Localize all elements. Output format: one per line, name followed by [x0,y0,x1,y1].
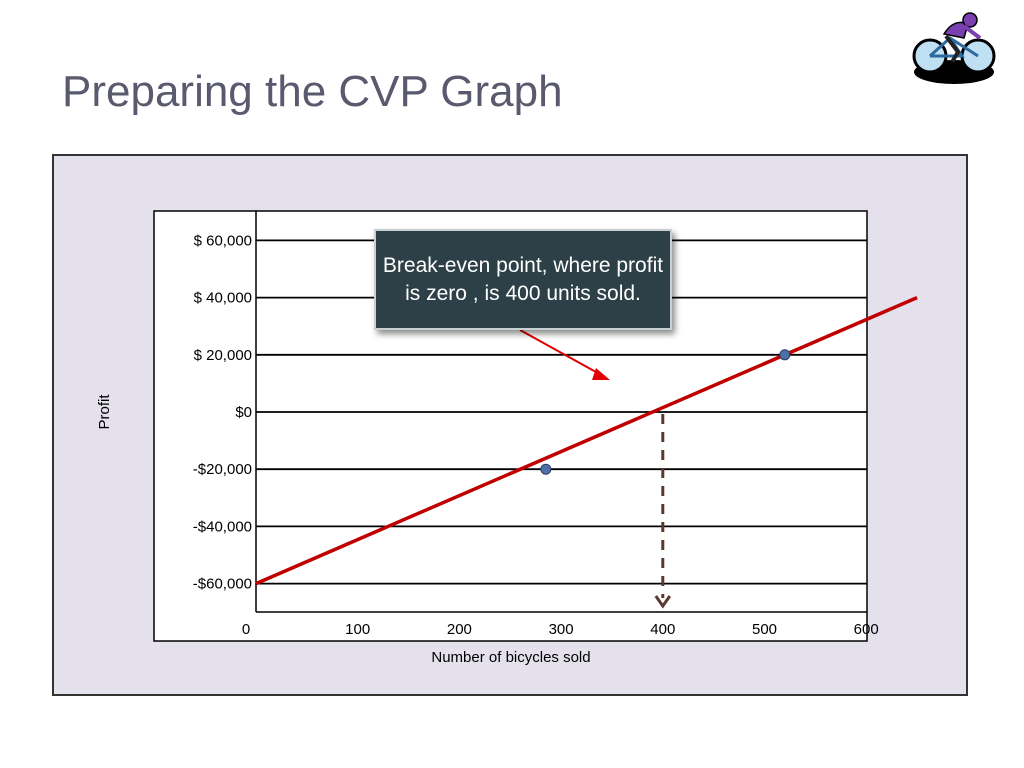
data-point-marker [540,463,552,475]
y-tick-label: -$40,000 [193,518,252,535]
y-axis-label: Profit [96,394,113,430]
y-tick-label: $ 20,000 [194,347,252,364]
x-tick-label: 600 [854,621,879,638]
callout-pointer-line [519,329,606,378]
break-even-arrowhead [654,595,672,609]
data-point-marker [779,349,791,361]
x-tick-label: 500 [752,621,777,638]
callout-pointer-arrowhead [592,368,610,380]
slide-title: Preparing the CVP Graph [62,67,563,116]
y-tick-label: $ 60,000 [194,232,252,249]
x-tick-label: 0 [242,621,250,638]
y-tick-label: -$60,000 [193,576,252,593]
cyclist-clipart-icon [912,12,996,84]
x-tick-label: 300 [549,621,574,638]
x-tick-label: 200 [447,621,472,638]
x-axis-label: Number of bicycles sold [431,649,590,666]
x-tick-label: 100 [345,621,370,638]
y-tick-label: $ 40,000 [194,290,252,307]
profit-line [255,295,918,586]
x-tick-label: 400 [650,621,675,638]
y-tick-label: $0 [235,404,252,421]
break-even-callout: Break-even point, where profit is zero ,… [374,229,672,330]
y-tick-label: -$20,000 [193,461,252,478]
